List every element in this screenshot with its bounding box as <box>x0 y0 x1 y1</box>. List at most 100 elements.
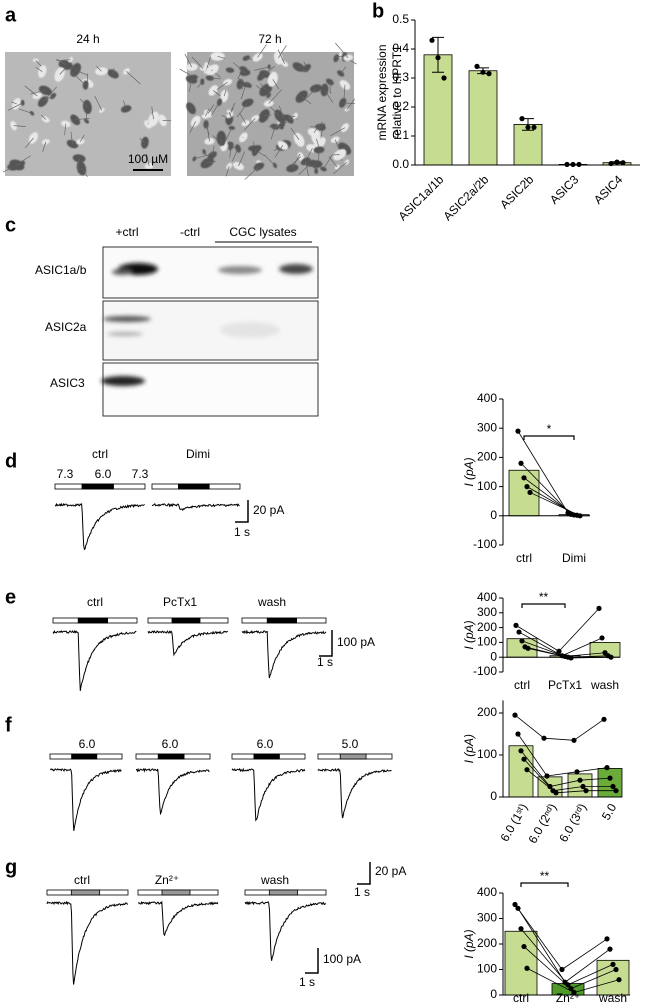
stimulus-segment <box>171 617 201 624</box>
neurite <box>41 114 46 120</box>
data-point <box>576 161 582 168</box>
ph-label: 6.0 <box>95 467 112 481</box>
neurite <box>189 121 196 134</box>
pair-line <box>561 637 603 657</box>
x-tick-label: Zn²⁺ <box>556 991 580 1005</box>
neurite <box>189 79 192 92</box>
data-point <box>577 777 583 783</box>
pair-line <box>521 640 566 657</box>
row-label: ASIC3 <box>50 376 85 390</box>
neurite <box>197 81 203 88</box>
neurite <box>243 118 256 131</box>
y-tick-label: 100 <box>477 635 497 649</box>
pair-line <box>543 737 575 741</box>
cell <box>326 78 334 86</box>
x-tick-label: ctrl <box>513 991 529 1005</box>
image-label: 24 h <box>76 32 99 46</box>
x-tick-label: wash <box>590 678 619 692</box>
data-point <box>571 737 577 743</box>
scale-label: 1 s <box>354 885 370 899</box>
row-label: ASIC1a/b <box>35 263 87 277</box>
condition-label: wash <box>257 595 286 609</box>
condition-label: Zn²⁺ <box>155 873 179 887</box>
neurite <box>330 127 346 137</box>
data-point <box>527 489 533 496</box>
neurite <box>277 49 285 65</box>
y-tick-label: 400 <box>477 391 497 405</box>
current-trace <box>46 900 128 985</box>
pair-line <box>564 948 611 983</box>
pair-line <box>570 656 612 659</box>
data-point <box>596 605 602 611</box>
cell <box>82 80 89 90</box>
x-tick-label: 6.0 (2ⁿᵈ) <box>525 801 559 846</box>
neurite <box>343 84 346 99</box>
neurite <box>274 145 284 158</box>
bar <box>567 773 593 798</box>
data-point <box>613 788 619 794</box>
y-tick-label: 200 <box>477 620 497 634</box>
panel-label: b <box>372 0 384 22</box>
cell <box>203 120 209 129</box>
neurite <box>194 154 209 160</box>
neurite <box>56 59 71 62</box>
cell <box>263 100 274 107</box>
ph-label: 7.3 <box>57 467 74 481</box>
data-point <box>608 160 614 167</box>
x-tick-label: ASIC1a/1b <box>395 172 446 223</box>
y-axis-label: I (pA) <box>462 734 476 763</box>
data-point <box>568 655 574 661</box>
current-trace <box>52 629 137 691</box>
data-point <box>429 37 435 43</box>
cell <box>281 60 289 67</box>
neurite <box>239 83 244 90</box>
pair-line <box>567 655 609 658</box>
y-tick-label: 400 <box>477 590 497 604</box>
neurite <box>151 106 154 120</box>
stimulus-segment <box>177 483 210 490</box>
cell <box>292 112 298 120</box>
data-point <box>574 769 580 775</box>
x-tick-label: PcTx1 <box>548 678 582 692</box>
y-axis-label: I (pA) <box>462 929 476 958</box>
data-point <box>564 161 570 168</box>
neurite <box>207 161 216 164</box>
y-tick-label: 0 <box>490 649 497 663</box>
neurite <box>211 69 213 72</box>
data-point <box>531 124 537 130</box>
data-point <box>559 966 565 973</box>
neurite <box>13 125 26 127</box>
stimulus-segment <box>157 753 185 760</box>
neurite <box>79 98 88 108</box>
charts: 0.0 0.1 0.2 0.3 0.4 0.5 mRNA expression relativ… <box>375 12 640 1005</box>
neurite <box>139 138 146 143</box>
data-point <box>524 965 530 971</box>
condition-label: wash <box>260 873 289 887</box>
data-point <box>565 982 571 988</box>
panel-label: f <box>5 714 12 736</box>
data-point <box>512 712 518 718</box>
neurite <box>328 156 338 168</box>
y-tick-label: 200 <box>477 705 497 719</box>
data-point <box>599 635 605 641</box>
neurite <box>290 127 300 140</box>
significance-label: ** <box>539 590 549 604</box>
data-point <box>601 716 607 722</box>
data-point <box>441 75 447 81</box>
data-point <box>525 645 531 651</box>
data-point <box>480 69 486 75</box>
significance-bracket <box>520 882 569 887</box>
condition-label: 5.0 <box>342 737 359 751</box>
data-point <box>541 735 547 741</box>
current-trace <box>137 900 219 937</box>
data-point <box>571 989 577 996</box>
cell <box>339 97 347 108</box>
neurite <box>2 166 13 173</box>
data-point <box>547 783 553 790</box>
data-point <box>570 161 576 168</box>
neurite <box>307 88 317 98</box>
data-point <box>513 622 519 628</box>
x-tick-label: ctrl <box>514 678 530 692</box>
bar <box>504 930 538 996</box>
